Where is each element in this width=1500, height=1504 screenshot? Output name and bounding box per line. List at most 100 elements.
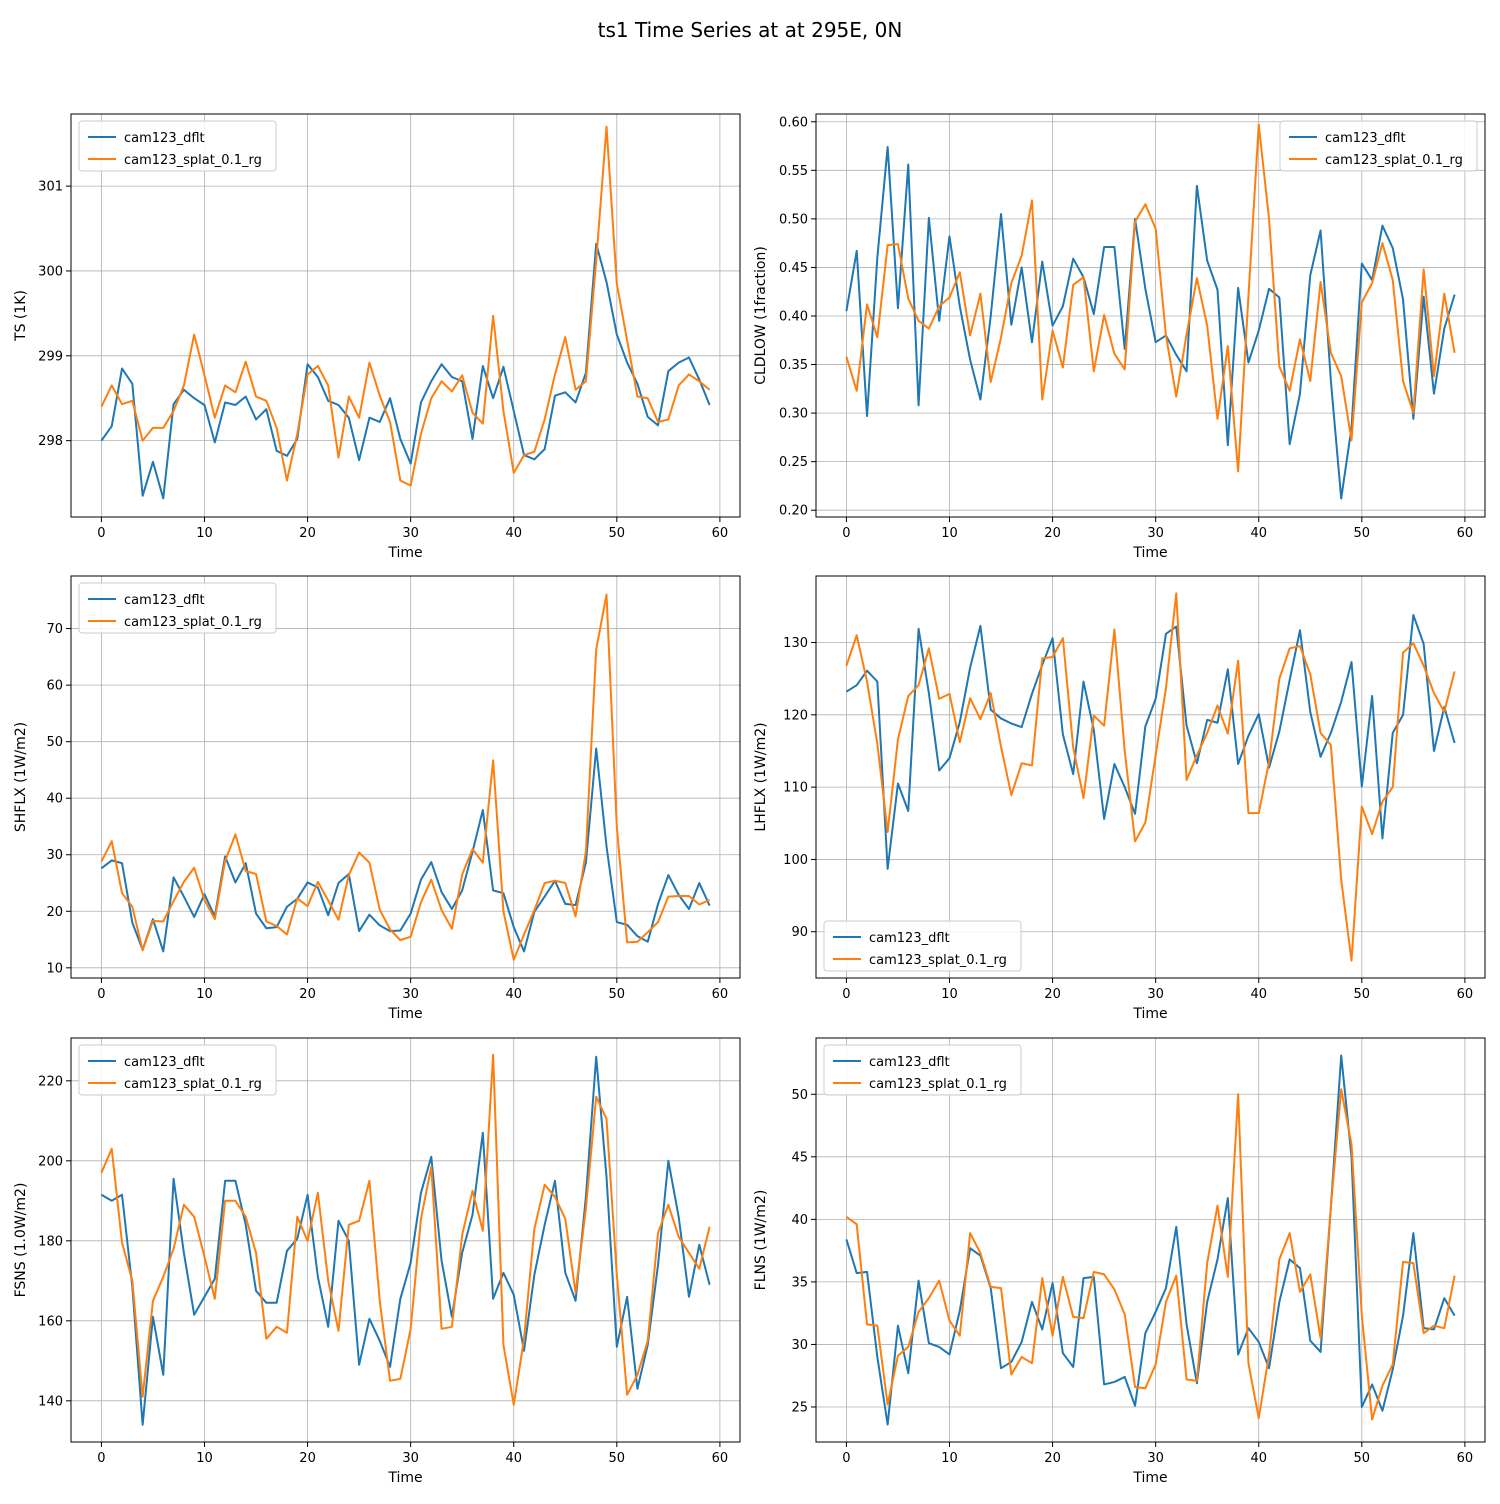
x-axis-label: Time <box>387 1006 422 1022</box>
figure-title: ts1 Time Series at at 295E, 0N <box>598 18 903 42</box>
legend-label: cam123_splat_0.1_rg <box>869 1077 1007 1092</box>
y-tick-label: 10 <box>46 961 63 976</box>
y-tick-label: 0.50 <box>779 212 808 227</box>
series-line-cam123_dflt <box>100 747 711 953</box>
x-tick-label: 0 <box>97 987 105 1002</box>
y-tick-label: 110 <box>783 781 808 796</box>
legend-label: cam123_dflt <box>869 1055 950 1070</box>
y-tick-label: 25 <box>791 1400 808 1415</box>
y-tick-label: 298 <box>38 434 63 449</box>
plot-frame <box>815 1037 1486 1443</box>
plot-frame <box>815 575 1486 979</box>
y-axis-label: FLNS (1W/m2) <box>753 1190 769 1291</box>
chart-panel-4: 0 10 20 30 40 50 60 90 100 110 120 130 Time LHFLX (1W… <box>753 575 1486 1022</box>
series-line-cam123_dflt <box>100 242 711 500</box>
x-tick-label: 0 <box>97 1451 105 1466</box>
y-tick-label: 0.55 <box>779 164 808 179</box>
legend-label: cam123_splat_0.1_rg <box>1325 153 1463 168</box>
x-tick-label: 40 <box>505 1451 522 1466</box>
x-tick-label: 20 <box>1044 1451 1061 1466</box>
x-axis-label: Time <box>1132 1470 1167 1486</box>
x-tick-label: 10 <box>196 987 213 1002</box>
legend-box <box>78 120 277 172</box>
legend-box <box>1279 120 1478 172</box>
x-tick-label: 50 <box>609 526 626 541</box>
x-tick-label: 0 <box>842 1451 850 1466</box>
y-tick-label: 50 <box>791 1088 808 1103</box>
x-tick-label: 40 <box>1250 1451 1267 1466</box>
y-tick-label: 0.20 <box>779 504 808 519</box>
x-tick-label: 50 <box>1354 526 1371 541</box>
y-tick-label: 300 <box>38 264 63 279</box>
y-tick-label: 30 <box>46 848 63 863</box>
y-tick-label: 299 <box>38 349 63 364</box>
y-tick-label: 0.30 <box>779 407 808 422</box>
x-tick-label: 10 <box>196 526 213 541</box>
series-line-cam123_dflt <box>845 1054 1456 1426</box>
y-tick-label: 0.25 <box>779 455 808 470</box>
x-tick-label: 30 <box>402 987 419 1002</box>
x-tick-label: 0 <box>842 987 850 1002</box>
x-tick-label: 20 <box>1044 526 1061 541</box>
x-tick-label: 60 <box>1457 987 1474 1002</box>
y-axis-label: SHFLX (1W/m2) <box>13 722 29 832</box>
legend-box <box>78 1044 277 1096</box>
x-tick-label: 20 <box>299 1451 316 1466</box>
legend-box <box>823 920 1022 972</box>
x-axis-label: Time <box>1132 1006 1167 1022</box>
legend-label: cam123_splat_0.1_rg <box>124 1077 262 1092</box>
x-tick-label: 20 <box>1044 987 1061 1002</box>
legend: cam123_dflt cam123_splat_0.1_rg <box>78 1044 277 1096</box>
x-tick-label: 20 <box>299 526 316 541</box>
y-axis-label: LHFLX (1W/m2) <box>753 722 769 831</box>
x-tick-label: 10 <box>196 1451 213 1466</box>
x-tick-label: 40 <box>1250 987 1267 1002</box>
y-tick-label: 301 <box>38 180 63 195</box>
series-line-cam123_dflt <box>845 146 1456 500</box>
y-tick-label: 100 <box>783 853 808 868</box>
x-tick-label: 30 <box>1147 1451 1164 1466</box>
plot-frame <box>70 113 741 518</box>
x-axis-label: Time <box>1132 545 1167 561</box>
y-tick-label: 220 <box>38 1074 63 1089</box>
x-tick-label: 40 <box>1250 526 1267 541</box>
x-tick-label: 50 <box>1354 987 1371 1002</box>
legend: cam123_dflt cam123_splat_0.1_rg <box>1279 120 1478 172</box>
y-axis-label: TS (1K) <box>13 290 29 342</box>
legend-label: cam123_dflt <box>1325 131 1406 146</box>
x-tick-label: 60 <box>712 526 729 541</box>
chart-panel-6: 0 10 20 30 40 50 60 25 30 35 40 45 50 Time FLNS (1W/m2… <box>753 1037 1486 1486</box>
chart-panel-3: 0 10 20 30 40 50 60 10 20 30 40 50 60 70 Time SHFLX (1W… <box>13 575 741 1022</box>
y-tick-label: 35 <box>791 1275 808 1290</box>
y-tick-label: 30 <box>791 1338 808 1353</box>
y-tick-label: 40 <box>46 792 63 807</box>
x-tick-label: 10 <box>941 526 958 541</box>
legend: cam123_dflt cam123_splat_0.1_rg <box>78 582 277 634</box>
x-axis-label: Time <box>387 545 422 561</box>
x-tick-label: 60 <box>1457 526 1474 541</box>
legend-label: cam123_dflt <box>124 131 205 146</box>
plot-frame <box>70 575 741 979</box>
chart-panel-2: 0 10 20 30 40 50 60 0.20 0.25 0.30 0.35 0.40 0.45 0.5… <box>753 113 1486 561</box>
legend: cam123_dflt cam123_splat_0.1_rg <box>823 1044 1022 1096</box>
x-tick-label: 60 <box>1457 1451 1474 1466</box>
x-tick-label: 60 <box>712 1451 729 1466</box>
x-tick-label: 0 <box>97 526 105 541</box>
x-tick-label: 50 <box>609 987 626 1002</box>
x-tick-label: 60 <box>712 987 729 1002</box>
y-tick-label: 40 <box>791 1213 808 1228</box>
y-tick-label: 200 <box>38 1154 63 1169</box>
legend-label: cam123_dflt <box>869 931 950 946</box>
chart-panel-5: 0 10 20 30 40 50 60 140 160 180 200 220 Time FSNS (1.… <box>13 1037 741 1486</box>
y-tick-label: 60 <box>46 679 63 694</box>
chart-panel-1: 0 10 20 30 40 50 60 298 299 300 301 Time TS (1K) cam1… <box>13 113 741 561</box>
y-tick-label: 20 <box>46 905 63 920</box>
series-line-cam123_splat_0.1_rg <box>100 593 710 961</box>
x-tick-label: 40 <box>505 987 522 1002</box>
y-tick-label: 0.60 <box>779 115 808 130</box>
x-tick-label: 0 <box>842 526 850 541</box>
y-tick-label: 130 <box>783 636 808 651</box>
x-tick-label: 20 <box>299 987 316 1002</box>
y-tick-label: 45 <box>791 1150 808 1165</box>
x-tick-label: 30 <box>402 526 419 541</box>
